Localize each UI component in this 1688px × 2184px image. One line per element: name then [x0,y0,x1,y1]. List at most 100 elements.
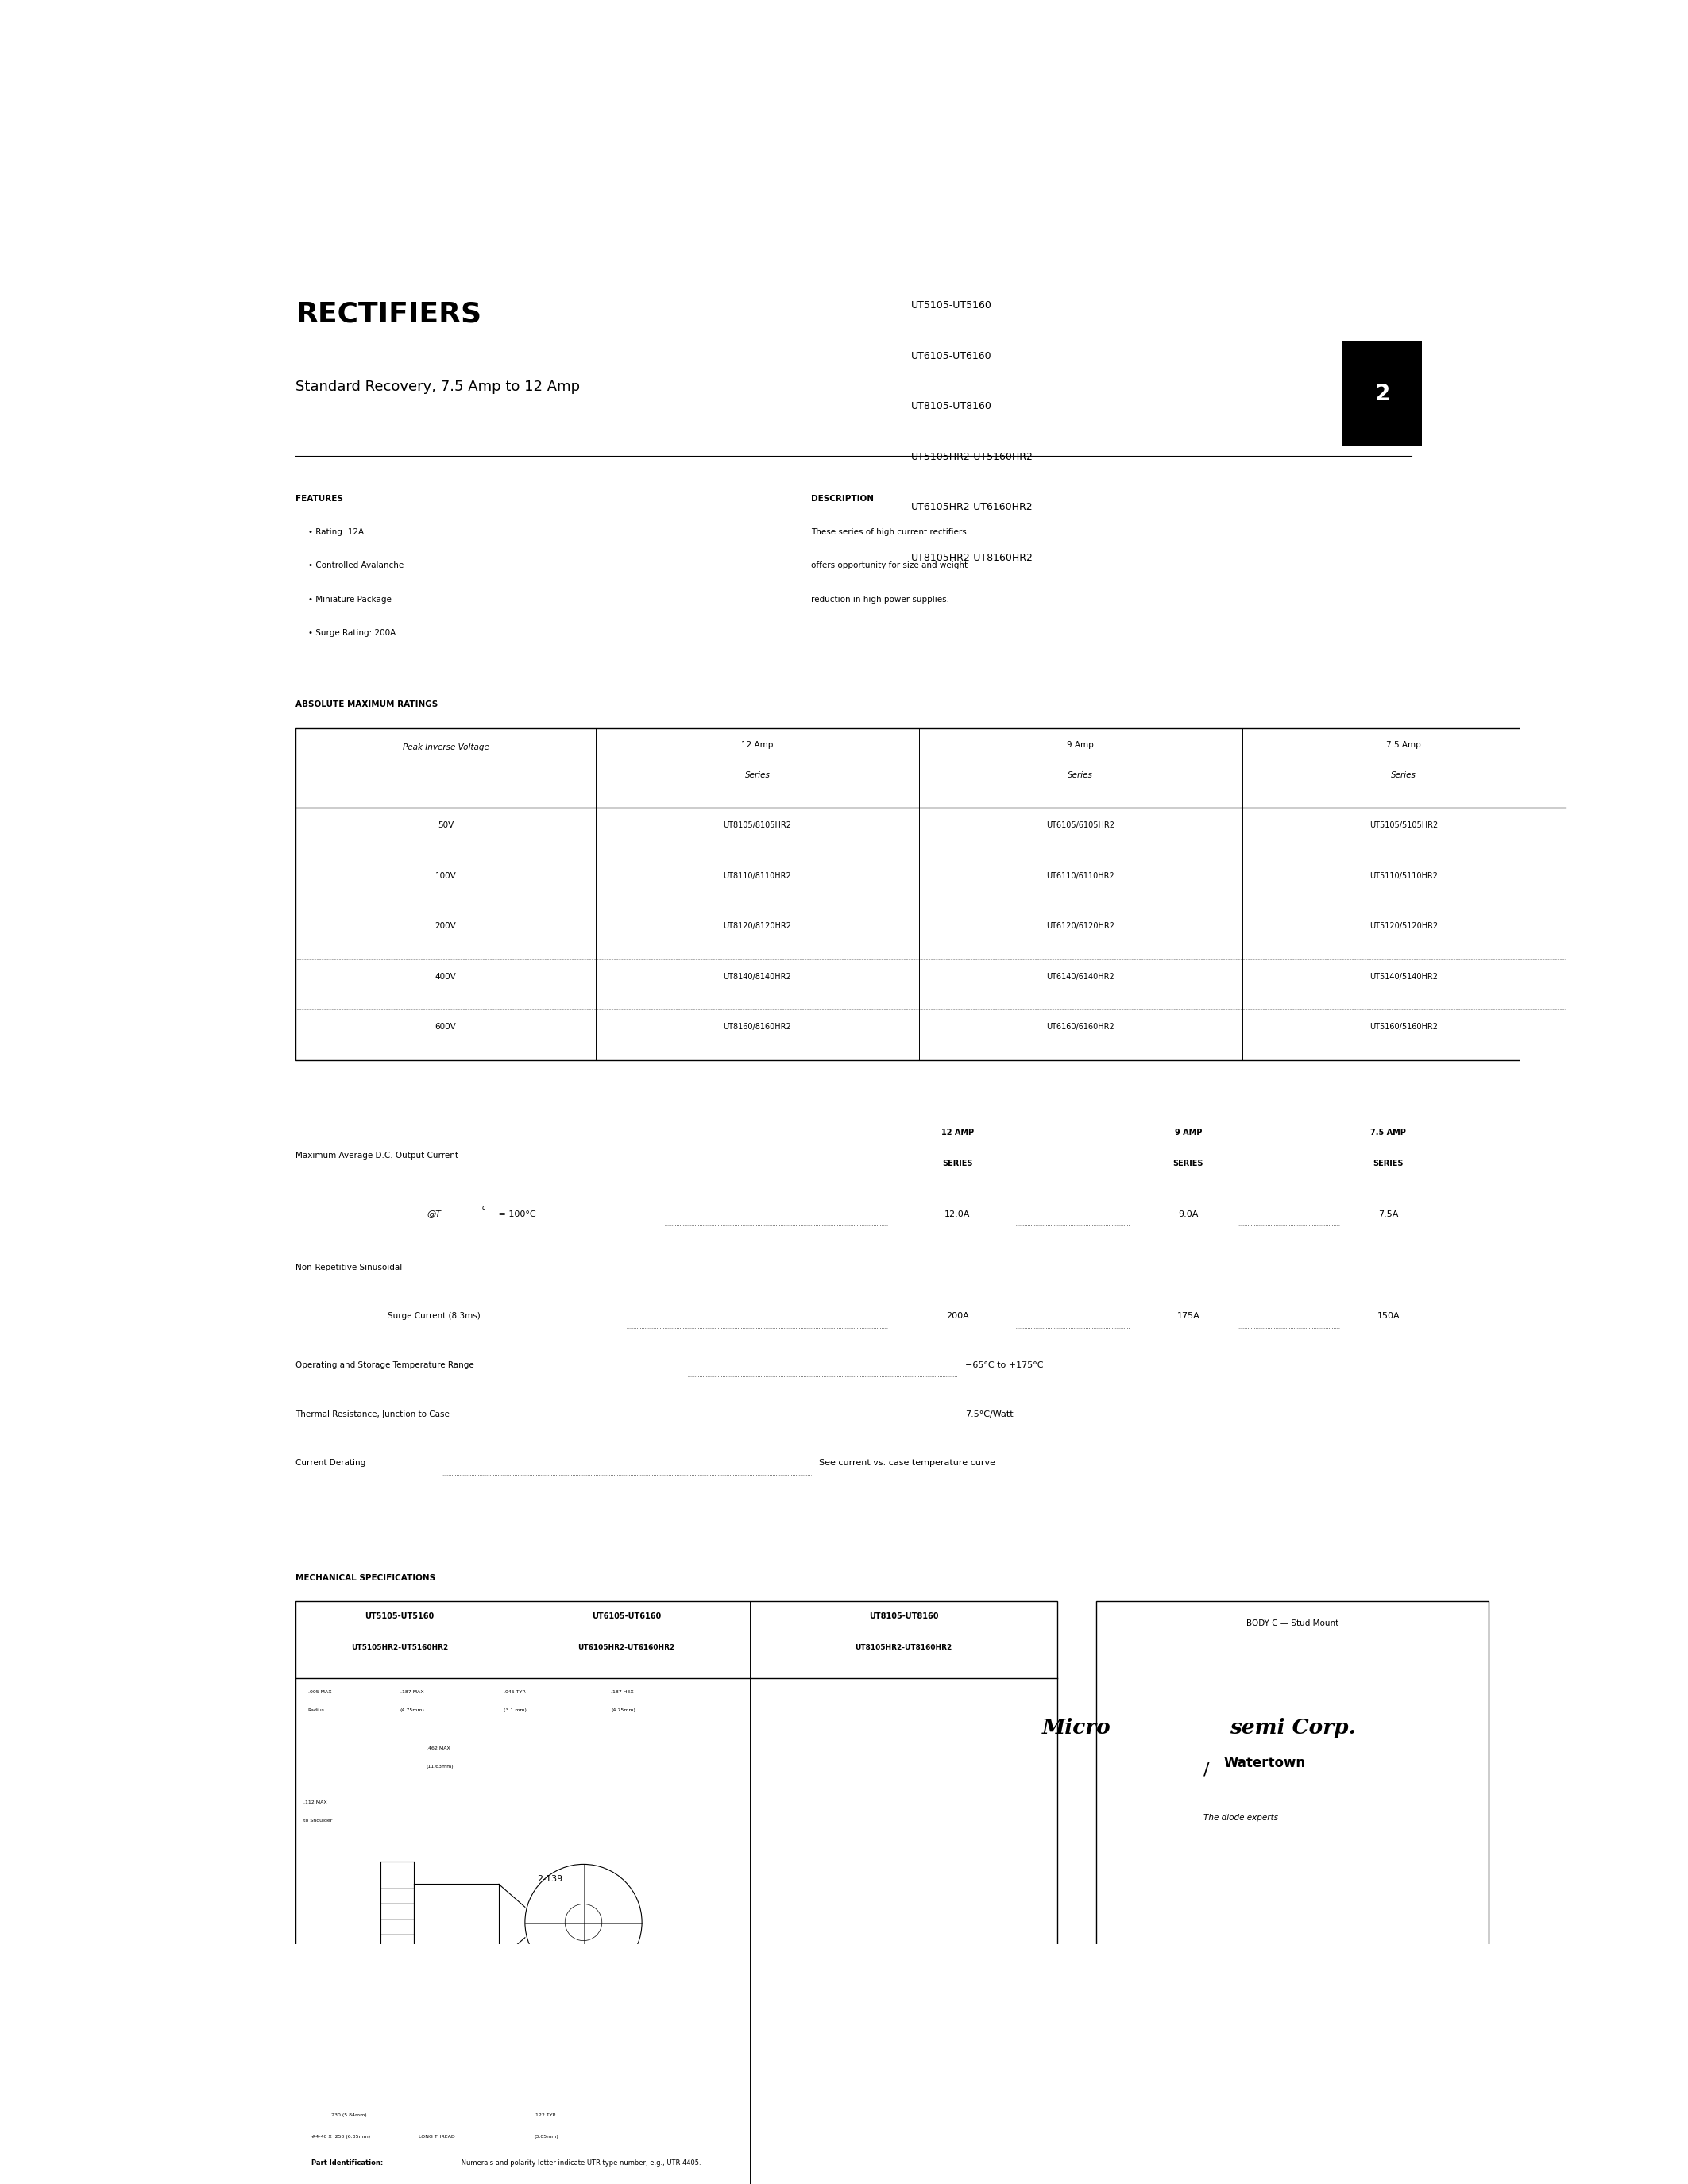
Bar [295,727,1565,1059]
Text: (3.05mm): (3.05mm) [533,2134,559,2138]
Text: 7.5°C/Watt: 7.5°C/Watt [966,1411,1013,1417]
Text: .122 TYP: .122 TYP [533,2114,555,2118]
Text: UT5105-UT5160: UT5105-UT5160 [912,301,993,310]
Text: • Controlled Avalanche: • Controlled Avalanche [307,561,403,570]
Text: • Surge Rating: 200A: • Surge Rating: 200A [307,629,395,638]
Text: Standard Recovery, 7.5 Amp to 12 Amp: Standard Recovery, 7.5 Amp to 12 Amp [295,380,581,393]
Text: Part Identification:: Part Identification: [311,2160,383,2167]
Text: 175A: 175A [1177,1313,1200,1321]
Text: UT8105HR2-UT8160HR2: UT8105HR2-UT8160HR2 [912,553,1033,563]
Text: UT6105HR2-UT6160HR2: UT6105HR2-UT6160HR2 [912,502,1033,513]
Text: 150A: 150A [1377,1313,1399,1321]
Text: Operating and Storage Temperature Range: Operating and Storage Temperature Range [295,1361,474,1369]
Text: to Shoulder: to Shoulder [304,1819,333,1821]
Text: UT8105-UT8160: UT8105-UT8160 [869,1612,939,1621]
Text: .005 MAX: .005 MAX [307,1690,331,1695]
Text: UT8110/8110HR2: UT8110/8110HR2 [722,871,792,880]
Text: 50V: 50V [437,821,454,830]
Text: BODY C — Stud Mount: BODY C — Stud Mount [1246,1621,1339,1627]
Text: Thermal Resistance, Junction to Case: Thermal Resistance, Junction to Case [295,1411,449,1417]
Text: @T: @T [427,1210,441,1219]
Text: .112 MAX: .112 MAX [304,1800,327,1804]
Text: UT6105-UT6160: UT6105-UT6160 [912,352,993,360]
Text: Surge Current (8.3ms): Surge Current (8.3ms) [388,1313,481,1321]
Text: Series: Series [744,771,770,780]
Text: reduction in high power supplies.: reduction in high power supplies. [812,596,949,603]
Text: UT8160/8160HR2: UT8160/8160HR2 [722,1024,792,1031]
Text: RECTIFIERS: RECTIFIERS [295,301,481,328]
Text: Watertown: Watertown [1224,1756,1305,1769]
Text: Series: Series [1069,771,1094,780]
Text: 12 Amp: 12 Amp [741,740,773,749]
Text: .045 TYP.: .045 TYP. [503,1690,525,1695]
Text: .187 MAX: .187 MAX [400,1690,424,1695]
Text: FEATURES: FEATURES [295,494,343,502]
Text: .462 MAX: .462 MAX [427,1747,451,1752]
Text: Peak Inverse Voltage: Peak Inverse Voltage [402,743,490,751]
Text: • Rating: 12A: • Rating: 12A [307,529,363,535]
Text: (4.75mm): (4.75mm) [611,1708,636,1712]
Text: 7.5 AMP: 7.5 AMP [1371,1129,1406,1138]
Text: 2: 2 [1374,382,1389,404]
Text: 12 AMP: 12 AMP [942,1129,974,1138]
Text: Micro: Micro [1041,1717,1111,1738]
Text: ABSOLUTE MAXIMUM RATINGS: ABSOLUTE MAXIMUM RATINGS [295,701,439,710]
Text: UT6105/6105HR2: UT6105/6105HR2 [1047,821,1114,830]
Text: UT5160/5160HR2: UT5160/5160HR2 [1369,1024,1438,1031]
Text: 400V: 400V [436,972,456,981]
Text: Numerals and polarity letter indicate UTR type number, e.g., UTR 4405.: Numerals and polarity letter indicate UT… [459,2160,701,2167]
Text: (3.1 mm): (3.1 mm) [503,1708,527,1712]
Text: UT8105/8105HR2: UT8105/8105HR2 [722,821,792,830]
Text: 7.5A: 7.5A [1379,1210,1398,1219]
Text: 200V: 200V [436,922,456,930]
Text: .230 (5.84mm): .230 (5.84mm) [329,2114,366,2118]
Text: SERIES: SERIES [942,1160,972,1168]
Text: The diode experts: The diode experts [1204,1813,1278,1821]
Text: SERIES: SERIES [1173,1160,1204,1168]
Text: Maximum Average D.C. Output Current: Maximum Average D.C. Output Current [295,1151,459,1160]
Text: UT8120/8120HR2: UT8120/8120HR2 [722,922,792,930]
Text: = 100°C: = 100°C [496,1210,537,1219]
Text: See current vs. case temperature curve: See current vs. case temperature curve [819,1459,996,1468]
Text: UT5105/5105HR2: UT5105/5105HR2 [1369,821,1438,830]
Text: UT6160/6160HR2: UT6160/6160HR2 [1047,1024,1114,1031]
Text: MECHANICAL SPECIFICATIONS: MECHANICAL SPECIFICATIONS [295,1575,436,1581]
Bar [295,1601,1057,2184]
Text: 12.0A: 12.0A [945,1210,971,1219]
Bar [1096,1601,1489,2184]
Text: 7.5 Amp: 7.5 Amp [1386,740,1421,749]
Text: c: c [481,1203,486,1210]
Text: UT5105HR2-UT5160HR2: UT5105HR2-UT5160HR2 [351,1645,447,1651]
Text: UT5110/5110HR2: UT5110/5110HR2 [1369,871,1438,880]
Text: UT6120/6120HR2: UT6120/6120HR2 [1047,922,1114,930]
Text: UT5120/5120HR2: UT5120/5120HR2 [1369,922,1438,930]
Text: UT5140/5140HR2: UT5140/5140HR2 [1369,972,1438,981]
Text: UT8105-UT8160: UT8105-UT8160 [912,402,993,411]
Text: UT5105HR2-UT5160HR2: UT5105HR2-UT5160HR2 [912,452,1033,463]
Text: UT8105HR2-UT8160HR2: UT8105HR2-UT8160HR2 [856,1645,952,1651]
Text: DESCRIPTION: DESCRIPTION [812,494,874,502]
Text: (4.75mm): (4.75mm) [400,1708,425,1712]
Text: • Miniature Package: • Miniature Package [307,596,392,603]
Text: offers opportunity for size and weight: offers opportunity for size and weight [812,561,967,570]
Text: semi Corp.: semi Corp. [1231,1717,1355,1738]
Text: 100V: 100V [436,871,456,880]
Text: 2-139: 2-139 [537,1874,562,1883]
Text: −65°C to +175°C: −65°C to +175°C [966,1361,1043,1369]
Text: (11.63mm): (11.63mm) [427,1765,454,1769]
Text: LONG THREAD: LONG THREAD [419,2134,456,2138]
Text: /: / [1204,1762,1210,1778]
Text: UT8140/8140HR2: UT8140/8140HR2 [722,972,792,981]
Text: #4-40 X .250 (6.35mm): #4-40 X .250 (6.35mm) [311,2134,370,2138]
Text: 9 AMP: 9 AMP [1175,1129,1202,1138]
Text: .187 HEX: .187 HEX [611,1690,635,1695]
Text: 9 Amp: 9 Amp [1067,740,1094,749]
Text: UT6110/6110HR2: UT6110/6110HR2 [1047,871,1114,880]
Text: 200A: 200A [945,1313,969,1321]
Text: UT5105-UT5160: UT5105-UT5160 [365,1612,434,1621]
Text: Non-Repetitive Sinusoidal: Non-Repetitive Sinusoidal [295,1262,402,1271]
Text: 9.0A: 9.0A [1178,1210,1198,1219]
Text: Current Derating: Current Derating [295,1459,366,1468]
Text: UT6105-UT6160: UT6105-UT6160 [592,1612,662,1621]
Text: Series: Series [1391,771,1416,780]
